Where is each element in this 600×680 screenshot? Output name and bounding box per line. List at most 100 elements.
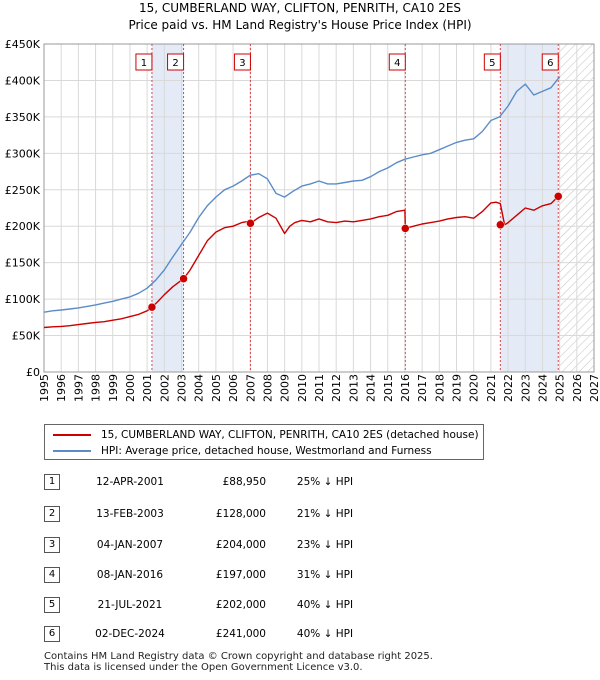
sale-marker-number: 4 xyxy=(394,58,400,69)
x-tick-label: 2024 xyxy=(536,374,549,402)
sale-marker-number: 6 xyxy=(547,58,553,69)
x-tick-label: 2027 xyxy=(588,374,600,402)
x-tick-label: 2000 xyxy=(124,374,137,402)
x-tick-label: 2002 xyxy=(158,374,171,402)
x-tick-label: 1999 xyxy=(107,374,120,402)
x-tick-label: 1998 xyxy=(90,374,103,402)
sale-marker-number: 3 xyxy=(239,58,245,69)
sale-price: £197,000 xyxy=(215,569,266,581)
x-tick-label: 2021 xyxy=(485,374,498,402)
x-tick-label: 2019 xyxy=(451,374,464,402)
chart-title: 15, CUMBERLAND WAY, CLIFTON, PENRITH, CA… xyxy=(139,1,461,15)
y-tick-label: £450K xyxy=(5,38,41,51)
x-tick-label: 2007 xyxy=(244,374,257,402)
shaded-span-2 xyxy=(500,44,559,372)
x-tick-label: 2001 xyxy=(141,374,154,402)
x-tick-label: 2022 xyxy=(502,374,515,402)
sale-hpi-diff: 23% ↓ HPI xyxy=(296,539,354,551)
sale-date: 13-FEB-2003 xyxy=(96,508,164,520)
shaded-span-1 xyxy=(151,44,184,372)
table-row: 2 13-FEB-2003 £128,000 21% ↓ HPI xyxy=(40,500,440,528)
y-tick-label: £200K xyxy=(5,220,41,233)
sale-hpi-diff: 31% ↓ HPI xyxy=(296,569,354,581)
x-tick-label: 2020 xyxy=(468,374,481,402)
x-tick-label: 2003 xyxy=(176,374,189,402)
x-tick-label: 1995 xyxy=(38,374,51,402)
sale-price: £88,950 xyxy=(222,476,266,488)
sale-marker-badge xyxy=(167,53,185,71)
legend-swatch-hpi xyxy=(53,450,91,452)
legend-swatch-property xyxy=(53,434,91,436)
property-series-line xyxy=(43,193,561,329)
sale-price: £202,000 xyxy=(215,599,266,611)
sale-marker-number: 2 xyxy=(172,58,178,69)
sale-marker-badge xyxy=(388,53,406,71)
x-tick-label: 1996 xyxy=(55,374,68,402)
sale-number-badge: 5 xyxy=(44,597,60,613)
sale-point xyxy=(554,192,563,201)
sale-marker-badge xyxy=(541,53,559,71)
sale-hpi-diff: 40% ↓ HPI xyxy=(296,628,354,640)
x-tick-label: 2017 xyxy=(416,374,429,402)
table-row: 5 21-JUL-2021 £202,000 40% ↓ HPI xyxy=(40,591,440,619)
x-tick-label: 1997 xyxy=(72,374,85,402)
legend-label-hpi: HPI: Average price, detached house, West… xyxy=(101,445,432,457)
x-tick-label: 2026 xyxy=(571,374,584,402)
sale-number-badge: 1 xyxy=(44,474,60,490)
y-tick-label: £400K xyxy=(5,74,41,87)
x-tick-label: 2011 xyxy=(313,374,326,402)
sale-hpi-diff: 40% ↓ HPI xyxy=(296,599,354,611)
hpi-series-line xyxy=(43,76,561,313)
footer-note: Contains HM Land Registry data © Crown c… xyxy=(44,651,433,673)
x-tick-label: 2012 xyxy=(330,374,343,402)
y-tick-label: £150K xyxy=(5,257,41,270)
sale-marker-badge xyxy=(483,53,501,71)
sale-price: £241,000 xyxy=(215,628,266,640)
x-tick-label: 2008 xyxy=(261,374,274,402)
x-tick-label: 2018 xyxy=(433,374,446,402)
sale-number-badge: 4 xyxy=(44,567,60,583)
x-tick-label: 2006 xyxy=(227,374,240,402)
y-tick-label: £50K xyxy=(12,330,41,343)
x-tick-label: 2010 xyxy=(296,374,309,402)
sale-marker-badge xyxy=(233,53,251,71)
x-tick-label: 2025 xyxy=(554,374,567,402)
footer-line-copyright: Contains HM Land Registry data © Crown c… xyxy=(44,651,433,662)
sale-point xyxy=(496,220,505,230)
x-tick-label: 2023 xyxy=(519,374,532,402)
sale-price: £128,000 xyxy=(215,508,266,520)
x-tick-label: 2013 xyxy=(347,374,360,402)
x-tick-label: 2004 xyxy=(193,374,206,402)
sale-date: 21-JUL-2021 xyxy=(97,599,163,611)
sale-point xyxy=(179,274,188,283)
legend-label-property: 15, CUMBERLAND WAY, CLIFTON, PENRITH, CA… xyxy=(101,429,479,441)
sale-number-badge: 3 xyxy=(44,537,60,553)
sale-date: 04-JAN-2007 xyxy=(96,539,164,551)
chart-legend: 15, CUMBERLAND WAY, CLIFTON, PENRITH, CA… xyxy=(44,424,484,460)
sale-date: 12-APR-2001 xyxy=(96,476,164,488)
footer-line-licence: This data is licensed under the Open Gov… xyxy=(44,662,363,673)
sale-hpi-diff: 21% ↓ HPI xyxy=(296,508,354,520)
price-chart: 15, CUMBERLAND WAY, CLIFTON, PENRITH, CA… xyxy=(5,1,600,402)
table-row: 1 12-APR-2001 £88,950 25% ↓ HPI xyxy=(40,468,440,496)
sale-hpi-diff: 25% ↓ HPI xyxy=(296,476,354,488)
plot-border xyxy=(43,43,595,373)
x-tick-label: 2005 xyxy=(210,374,223,402)
sale-number-badge: 2 xyxy=(44,506,60,522)
x-tick-label: 2016 xyxy=(399,374,412,402)
sale-point xyxy=(147,302,157,312)
chart-subtitle: Price paid vs. HM Land Registry's House … xyxy=(128,18,471,32)
sale-date: 02-DEC-2024 xyxy=(95,628,165,640)
x-tick-label: 2009 xyxy=(279,374,292,402)
x-tick-label: 2015 xyxy=(382,374,395,402)
sale-point xyxy=(246,219,255,228)
y-tick-label: £250K xyxy=(5,184,41,197)
y-tick-label: £0 xyxy=(26,366,40,379)
sale-marker-badge xyxy=(135,53,153,71)
x-tick-label: 2014 xyxy=(365,374,378,402)
y-tick-label: £100K xyxy=(5,293,41,306)
sale-price: £204,000 xyxy=(215,539,266,551)
table-row: 3 04-JAN-2007 £204,000 23% ↓ HPI xyxy=(40,531,440,559)
sale-number-badge: 6 xyxy=(44,626,60,642)
table-row: 4 08-JAN-2016 £197,000 31% ↓ HPI xyxy=(40,561,440,589)
